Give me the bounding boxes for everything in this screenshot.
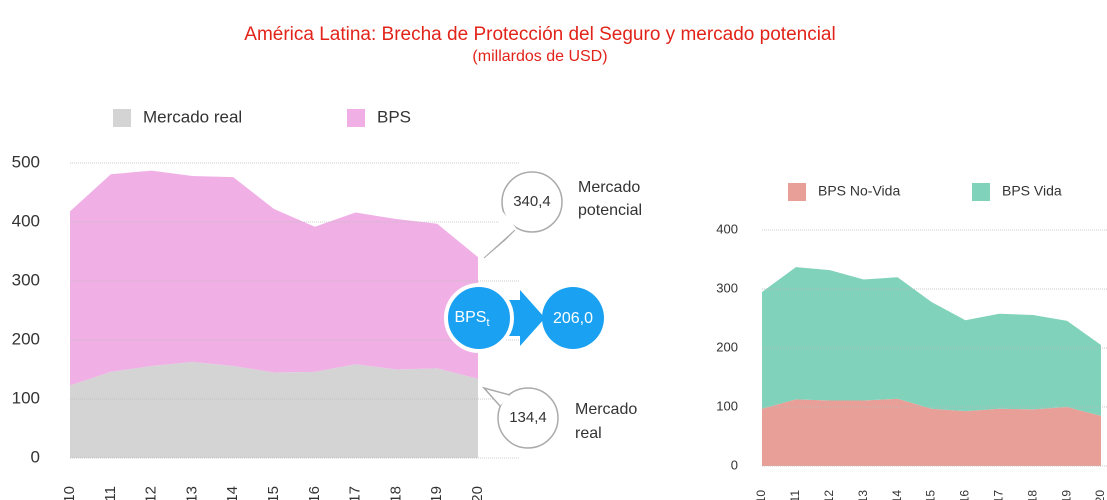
- legend-swatch: [788, 183, 806, 201]
- y-tick-label: 300: [12, 270, 40, 289]
- legend-label: BPS No-Vida: [818, 183, 900, 199]
- y-tick-label: 400: [716, 221, 738, 236]
- x-tick-label: 2016: [306, 486, 323, 500]
- x-tick-label: 2010: [754, 490, 768, 500]
- x-tick-label: 2011: [102, 486, 119, 500]
- x-tick-label: 2013: [856, 490, 870, 500]
- x-tick-label: 2012: [822, 490, 836, 500]
- arrow: [505, 290, 545, 346]
- y-tick-label: 0: [731, 457, 738, 472]
- subtitle: (millardos de USD): [472, 48, 607, 65]
- bps-circle: [444, 283, 514, 353]
- x-tick-label: 2012: [143, 486, 160, 500]
- x-tick-label: 2010: [61, 486, 78, 500]
- annotations: 340,4 Mercado potencial 134,4 Mercado re…: [444, 171, 642, 449]
- area: [70, 170, 478, 386]
- x-tick-label: 2015: [265, 486, 282, 500]
- callout-tail-fill: [484, 212, 516, 256]
- annotation-text: potencial: [578, 202, 642, 219]
- callout-tail: [481, 386, 511, 407]
- y-tick-label: 0: [31, 447, 40, 466]
- y-tick-label: 200: [12, 329, 40, 348]
- area: [762, 267, 1101, 416]
- callout-value: 340,4: [513, 193, 551, 210]
- title: América Latina: Brecha de Protección del…: [244, 24, 835, 45]
- x-tick-label: 2014: [890, 490, 904, 500]
- bps-label: BPSt: [454, 309, 489, 329]
- annotation-text: Mercado: [575, 401, 637, 418]
- callout: [497, 387, 559, 449]
- x-tick-label: 2020: [1093, 490, 1107, 500]
- bps-value: 206,0: [553, 310, 593, 327]
- x-tick-label: 2019: [1059, 490, 1073, 500]
- x-tick-label: 2017: [347, 486, 364, 500]
- x-tick-label: 2011: [788, 490, 802, 500]
- x-tick-label: 2018: [387, 486, 404, 500]
- x-tick-label: 2017: [991, 490, 1005, 500]
- y-tick-label: 100: [12, 388, 40, 407]
- y-tick-label: 100: [716, 398, 738, 413]
- bps-sub: t: [486, 317, 489, 329]
- callout-tail: [483, 229, 516, 259]
- y-tick-label: 300: [716, 280, 738, 295]
- value-circle: [542, 287, 604, 349]
- x-tick-label: 2018: [1025, 490, 1039, 500]
- area: [762, 398, 1101, 466]
- x-tick-label: 2013: [183, 486, 200, 500]
- legend-swatch: [972, 183, 990, 201]
- y-tick-label: 400: [12, 211, 40, 230]
- callout: [501, 171, 563, 233]
- bps-text: BPS: [454, 309, 486, 326]
- annotation-text: real: [575, 425, 602, 442]
- legend-swatch: [347, 109, 365, 127]
- y-tick-label: 500: [12, 152, 40, 171]
- callout-value: 134,4: [509, 409, 547, 426]
- legend-label: BPS Vida: [1002, 183, 1062, 199]
- legend-label: BPS: [377, 107, 411, 126]
- x-tick-label: 2019: [428, 486, 445, 500]
- annotation-text: Mercado: [578, 179, 640, 196]
- y-tick-label: 200: [716, 339, 738, 354]
- area: [70, 361, 478, 458]
- legend-label: Mercado real: [143, 107, 242, 126]
- x-tick-label: 2014: [224, 486, 241, 500]
- x-tick-label: 2016: [958, 490, 972, 500]
- legend-swatch: [113, 109, 131, 127]
- x-tick-label: 2015: [924, 490, 938, 500]
- x-tick-label: 2020: [469, 486, 486, 500]
